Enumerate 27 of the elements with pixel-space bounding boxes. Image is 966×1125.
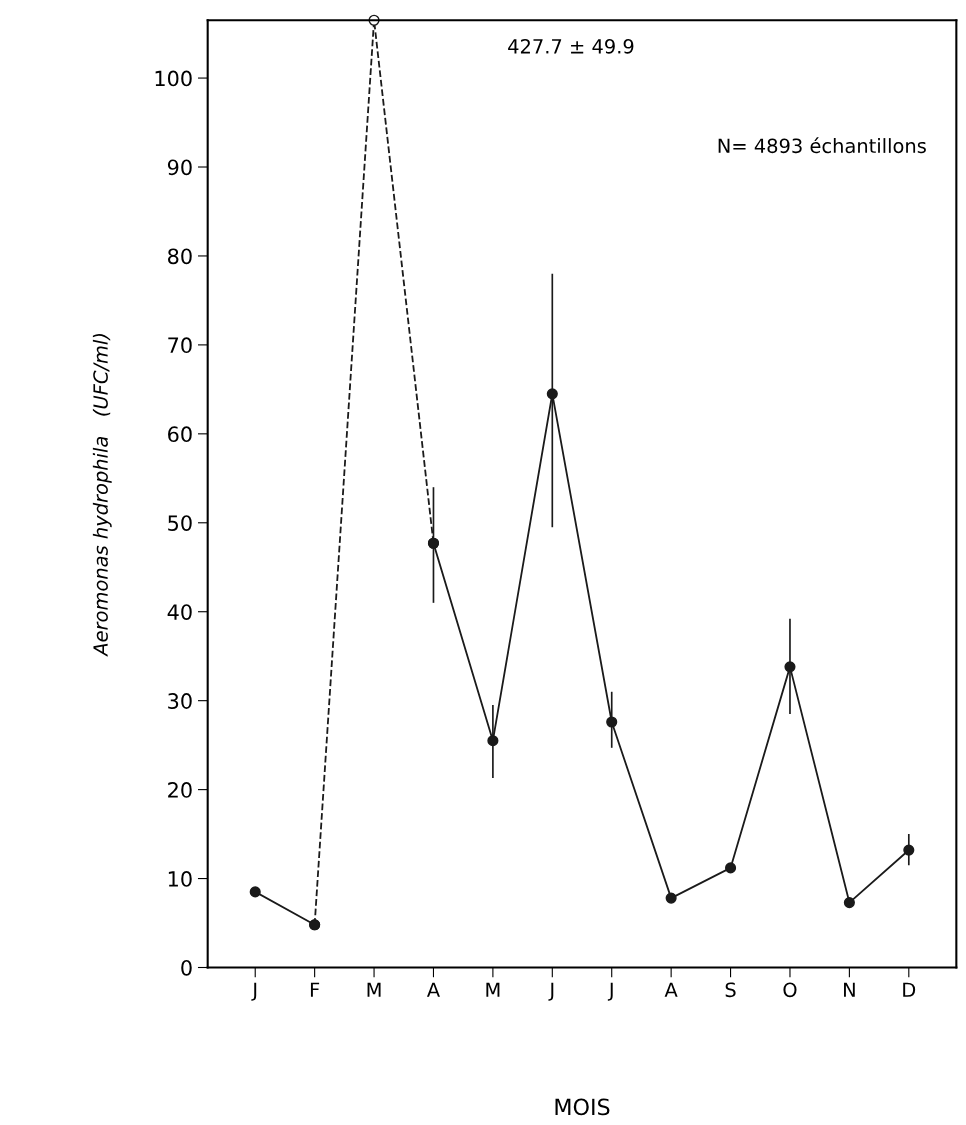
x-tick-label: J bbox=[548, 982, 554, 1001]
x-tick-label: J bbox=[607, 982, 613, 1001]
y-tick-label: 100 bbox=[155, 70, 192, 87]
y-tick-label: 20 bbox=[168, 782, 192, 798]
y-tick-label: 70 bbox=[168, 337, 192, 354]
x-tick-label: N bbox=[844, 982, 855, 997]
x-tick-label: A bbox=[664, 982, 678, 997]
x-tick-label: F bbox=[310, 982, 320, 997]
y-tick-label: 0 bbox=[181, 959, 192, 976]
y-tick-label: 30 bbox=[168, 693, 192, 709]
x-tick-label: S bbox=[725, 982, 736, 998]
x-tick-label: D bbox=[903, 982, 916, 997]
y-tick-label: 10 bbox=[168, 871, 192, 887]
x-axis-title: MOIS bbox=[555, 1098, 610, 1116]
annotation: 427.7 ± 49.9 bbox=[508, 38, 634, 54]
annotation: N= 4893 échantillons bbox=[718, 137, 926, 154]
y-axis-title: Aeromonas hydrophila (UFC/ml) bbox=[92, 334, 112, 657]
x-tick-label: O bbox=[783, 982, 797, 998]
x-tick-label: A bbox=[426, 982, 440, 997]
y-tick-label: 50 bbox=[168, 515, 192, 531]
y-tick-label: 40 bbox=[167, 604, 192, 620]
y-tick-label: 60 bbox=[168, 426, 192, 443]
x-tick-label: M bbox=[486, 982, 500, 997]
x-tick-label: M bbox=[367, 982, 381, 997]
x-tick-label: J bbox=[251, 982, 257, 1001]
y-tick-label: 90 bbox=[167, 159, 192, 176]
y-tick-label: 80 bbox=[168, 248, 192, 265]
